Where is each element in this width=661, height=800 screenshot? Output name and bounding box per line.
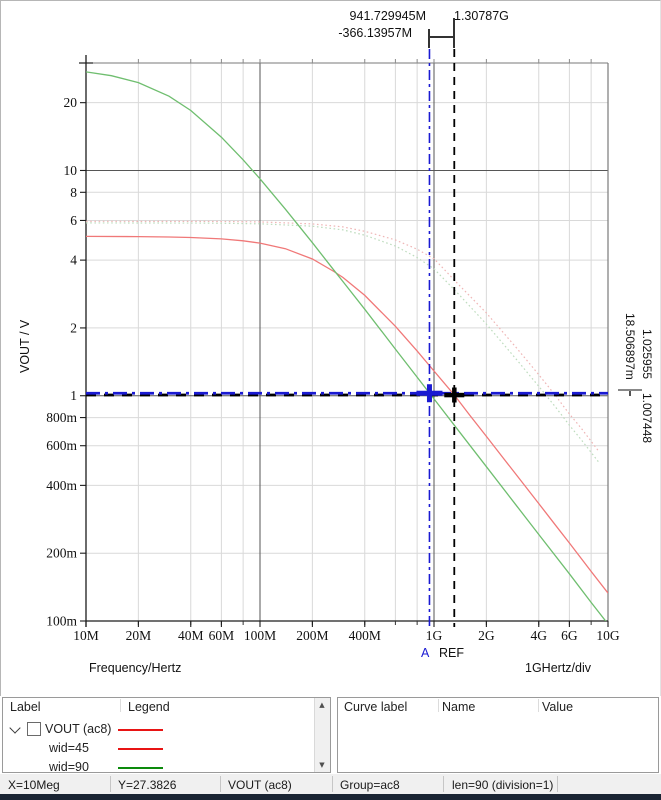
curve-panel-header-value: Value <box>542 700 574 714</box>
legend-color-line <box>118 748 163 750</box>
legend-panel-column-divider <box>120 699 121 712</box>
svg-text:10: 10 <box>64 163 78 178</box>
grid-major <box>86 63 608 621</box>
status-divider <box>110 776 111 792</box>
cursor-ref-cross[interactable] <box>452 387 457 403</box>
curve-panel-header-name: Name <box>442 700 476 714</box>
cursor-x-span-bracket-left <box>428 29 430 48</box>
legend-row-label[interactable]: wid=45 <box>49 741 89 755</box>
cursor-a-y-readout: 1.025955 <box>640 329 654 380</box>
cursor-ref-y-readout: 1.007448 <box>640 393 654 444</box>
cursor-a-label[interactable]: A <box>421 646 430 660</box>
x-axis-div-label: 1GHertz/div <box>525 661 591 675</box>
chevron-down-icon[interactable] <box>9 722 21 734</box>
svg-text:2G: 2G <box>478 628 495 643</box>
svg-text:8: 8 <box>70 185 77 200</box>
curve-wid-90-dotted-[interactable] <box>86 222 599 462</box>
axis-tick-labels: 10M 20M 40M 60M 100M 200M 400M 1G 2G 4G 6G 10G 20 10 8… <box>46 95 620 643</box>
svg-text:6: 6 <box>70 213 77 228</box>
legend-row-vout-ac8-[interactable]: VOUT (ac8) <box>3 720 313 739</box>
status-group: Group=ac8 <box>340 778 400 792</box>
grid-minor <box>86 63 608 621</box>
curve-visibility-checkbox[interactable] <box>27 722 41 736</box>
legend-row-wid-45[interactable]: wid=45 <box>3 739 313 758</box>
cursor-ref-x-readout: 1.30787G <box>454 9 509 23</box>
status-divider <box>557 776 558 792</box>
cursor-a-cross[interactable] <box>426 384 432 403</box>
svg-text:6G: 6G <box>561 628 578 643</box>
curve-values-panel: Curve label Name Value <box>337 697 659 773</box>
scroll-up-icon[interactable]: ▲ <box>319 701 325 709</box>
svg-text:800m: 800m <box>46 410 77 425</box>
cursor-delta-y-readout: 18.506897m <box>623 313 637 380</box>
y-axis-title: VOUT / V <box>18 319 32 373</box>
curve-panel-header-label: Curve label <box>344 700 408 714</box>
legend-row-label[interactable]: wid=90 <box>49 760 89 774</box>
curve-panel-divider-1 <box>438 699 439 712</box>
status-divider <box>220 776 221 792</box>
axis-ticks <box>80 59 609 627</box>
svg-text:1G: 1G <box>426 628 443 643</box>
curves <box>86 71 608 624</box>
plot-region: 941.729945M 1.30787G -366.13957M 10M 20M 4… <box>0 0 661 696</box>
svg-text:10M: 10M <box>73 628 99 643</box>
svg-text:200M: 200M <box>296 628 328 643</box>
status-curve-name: VOUT (ac8) <box>228 778 292 792</box>
curve-wid-45[interactable] <box>86 235 608 594</box>
svg-text:100M: 100M <box>244 628 276 643</box>
cursor-x-span-bracket-bar <box>428 36 454 38</box>
legend-row-label[interactable]: VOUT (ac8) <box>45 722 112 736</box>
scroll-down-icon[interactable]: ▼ <box>319 761 325 769</box>
legend-panel-header-legend: Legend <box>128 700 170 714</box>
legend-row-wid-90[interactable]: wid=90 <box>3 758 313 777</box>
cursor-y-span-bracket-tick <box>629 391 631 396</box>
svg-text:200m: 200m <box>46 546 77 561</box>
legend-panel-header-label: Label <box>10 700 41 714</box>
curve-wid-45-dotted-[interactable] <box>86 220 599 452</box>
plot-frame <box>79 55 609 627</box>
svg-text:4: 4 <box>70 253 77 268</box>
status-x-readout: X=10Meg <box>8 778 60 792</box>
cursors <box>86 49 608 627</box>
svg-text:20M: 20M <box>126 628 152 643</box>
curve-panel-divider-2 <box>538 699 539 712</box>
cursor-a-x-readout: 941.729945M <box>349 9 426 23</box>
legend-color-line <box>118 767 163 769</box>
svg-text:60M: 60M <box>209 628 235 643</box>
status-divider <box>332 776 333 792</box>
svg-text:400M: 400M <box>349 628 381 643</box>
cursor-x-span-bracket-right <box>453 18 455 48</box>
window-bottom-strip <box>0 794 661 800</box>
svg-text:20: 20 <box>64 95 78 110</box>
svg-text:4G: 4G <box>531 628 548 643</box>
legend-scrollbar[interactable]: ▲ ▼ <box>314 698 330 772</box>
legend-panel: Label Legend VOUT (ac8) wid=45 wid=90 ▲ ▼ <box>2 697 331 774</box>
cursor-ref-label[interactable]: REF <box>439 646 464 660</box>
status-divider <box>443 776 444 792</box>
bode-plot-canvas[interactable]: 10M 20M 40M 60M 100M 200M 400M 1G 2G 4G 6G 10G 20 10 8… <box>1 1 661 696</box>
cursor-y-span-bracket-bar <box>618 389 642 391</box>
svg-text:40M: 40M <box>178 628 204 643</box>
svg-text:10G: 10G <box>596 628 620 643</box>
svg-text:2: 2 <box>70 320 77 335</box>
status-y-readout: Y=27.3826 <box>118 778 177 792</box>
legend-color-line <box>118 729 163 731</box>
status-len: len=90 (division=1) <box>452 778 554 792</box>
cursor-delta-x-readout: -366.13957M <box>338 26 412 40</box>
svg-text:400m: 400m <box>46 478 77 493</box>
curve-wid-90[interactable] <box>86 71 608 624</box>
svg-text:600m: 600m <box>46 438 77 453</box>
x-axis-title: Frequency/Hertz <box>89 661 182 675</box>
svg-text:100m: 100m <box>46 614 77 629</box>
svg-text:1: 1 <box>70 388 77 403</box>
status-bar: X=10Meg Y=27.3826 VOUT (ac8) Group=ac8 l… <box>0 774 661 794</box>
